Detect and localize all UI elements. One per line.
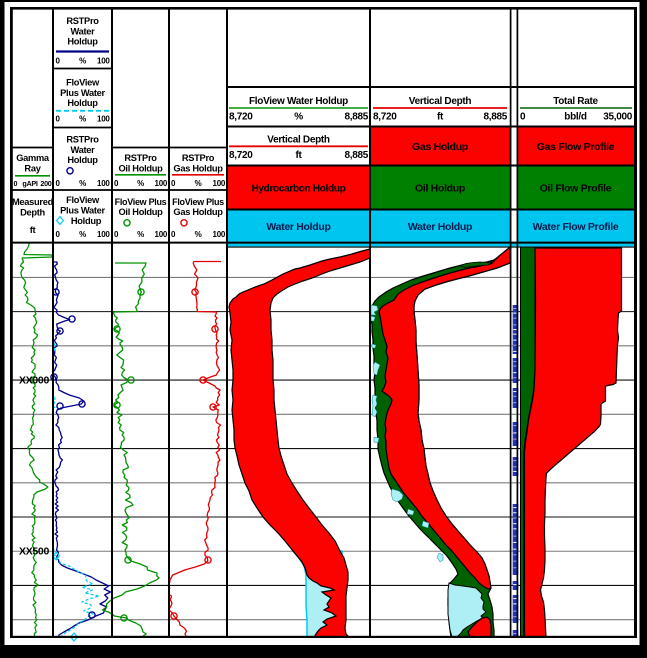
svg-text:%: %	[79, 115, 86, 124]
svg-text:8,720: 8,720	[373, 112, 397, 123]
svg-text:Water Flow Profile: Water Flow Profile	[533, 221, 619, 233]
svg-text:%: %	[137, 230, 144, 239]
svg-text:Plus Water: Plus Water	[60, 88, 105, 98]
svg-text:100: 100	[155, 230, 168, 239]
svg-text:%: %	[195, 230, 202, 239]
svg-text:Plus Water: Plus Water	[60, 205, 105, 215]
svg-text:%: %	[195, 179, 202, 188]
svg-text:100: 100	[97, 230, 110, 239]
svg-text:RSTPro: RSTPro	[66, 135, 99, 145]
svg-text:100: 100	[97, 115, 110, 124]
svg-text:Water: Water	[71, 26, 96, 36]
svg-text:FloView Plus: FloView Plus	[115, 197, 167, 207]
svg-text:Depth: Depth	[20, 207, 45, 217]
svg-text:%: %	[79, 57, 86, 66]
svg-text:0: 0	[56, 230, 61, 239]
svg-text:0: 0	[520, 112, 526, 123]
svg-text:%: %	[137, 179, 144, 188]
svg-text:FloView Plus: FloView Plus	[172, 197, 224, 207]
svg-text:Ray: Ray	[24, 163, 41, 173]
svg-text:0: 0	[14, 179, 18, 188]
svg-text:Water: Water	[71, 145, 96, 155]
svg-text:Vertical Depth: Vertical Depth	[409, 96, 472, 107]
svg-text:0: 0	[56, 115, 61, 124]
svg-text:0: 0	[171, 230, 176, 239]
svg-text:FloView: FloView	[66, 195, 100, 205]
svg-text:RSTPro: RSTPro	[124, 153, 157, 163]
svg-text:100: 100	[155, 179, 168, 188]
svg-text:8,885: 8,885	[344, 112, 368, 123]
svg-text:100: 100	[213, 230, 226, 239]
svg-text:RSTPro: RSTPro	[66, 16, 99, 26]
svg-text:100: 100	[213, 179, 226, 188]
svg-text:8,720: 8,720	[229, 112, 253, 123]
svg-text:200: 200	[40, 179, 51, 188]
svg-text:gAPI: gAPI	[22, 179, 37, 188]
svg-text:8,885: 8,885	[344, 150, 368, 161]
svg-text:ft: ft	[437, 112, 444, 123]
svg-text:%: %	[79, 230, 86, 239]
svg-text:Holdup: Holdup	[67, 37, 98, 47]
svg-text:8,720: 8,720	[229, 150, 253, 161]
svg-text:Gas Holdup: Gas Holdup	[173, 163, 223, 173]
svg-text:Oil Holdup: Oil Holdup	[119, 163, 164, 173]
svg-text:0: 0	[114, 230, 119, 239]
svg-text:Measured: Measured	[12, 197, 54, 207]
svg-text:RSTPro: RSTPro	[182, 153, 215, 163]
svg-text:Vertical Depth: Vertical Depth	[267, 135, 330, 146]
svg-text:ft: ft	[30, 225, 36, 235]
svg-text:Water Holdup: Water Holdup	[408, 221, 472, 233]
svg-text:ft: ft	[295, 150, 302, 161]
svg-text:XX500: XX500	[19, 546, 49, 558]
svg-text:35,000: 35,000	[603, 112, 633, 123]
svg-text:%: %	[294, 112, 303, 123]
svg-text:8,885: 8,885	[483, 112, 507, 123]
svg-text:Oil Holdup: Oil Holdup	[415, 183, 465, 195]
svg-text:Total Rate: Total Rate	[553, 96, 598, 107]
svg-text:Holdup: Holdup	[67, 98, 98, 108]
svg-text:100: 100	[97, 179, 110, 188]
svg-text:Hydrocarbon Holdup: Hydrocarbon Holdup	[251, 184, 345, 195]
svg-text:FloView Water Holdup: FloView Water Holdup	[249, 96, 348, 107]
svg-text:Water Holdup: Water Holdup	[266, 221, 330, 233]
svg-text:0: 0	[56, 57, 61, 66]
svg-text:Gas Holdup: Gas Holdup	[173, 207, 223, 217]
svg-text:XX000: XX000	[19, 375, 49, 387]
svg-text:0: 0	[56, 179, 61, 188]
svg-text:FloView: FloView	[66, 78, 100, 88]
svg-text:Gamma: Gamma	[16, 153, 50, 163]
svg-text:Holdup: Holdup	[71, 216, 102, 226]
svg-text:%: %	[79, 179, 86, 188]
svg-text:Holdup: Holdup	[67, 155, 98, 165]
svg-text:bbl/d: bbl/d	[564, 112, 587, 123]
svg-text:0: 0	[171, 179, 176, 188]
svg-text:Oil Flow Profile: Oil Flow Profile	[540, 183, 612, 195]
svg-text:100: 100	[97, 57, 110, 66]
svg-text:0: 0	[114, 179, 119, 188]
svg-text:Gas Holdup: Gas Holdup	[412, 141, 468, 153]
svg-text:Oil Holdup: Oil Holdup	[119, 207, 164, 217]
svg-text:Gas Flow Profile: Gas Flow Profile	[537, 141, 615, 153]
